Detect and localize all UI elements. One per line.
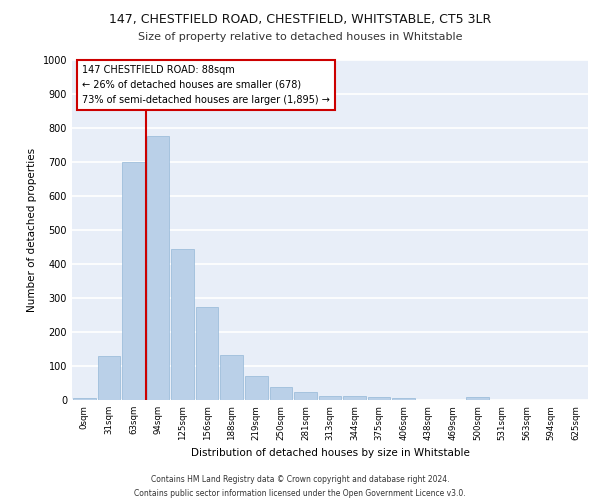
Bar bbox=[220, 355, 243, 400]
Bar bbox=[294, 392, 317, 400]
Bar bbox=[343, 396, 366, 400]
Bar bbox=[122, 162, 145, 400]
Bar bbox=[466, 398, 489, 400]
Bar bbox=[392, 398, 415, 400]
Bar bbox=[196, 306, 218, 400]
Bar bbox=[73, 398, 95, 400]
Text: Contains HM Land Registry data © Crown copyright and database right 2024.
Contai: Contains HM Land Registry data © Crown c… bbox=[134, 476, 466, 498]
Bar bbox=[319, 396, 341, 400]
X-axis label: Distribution of detached houses by size in Whitstable: Distribution of detached houses by size … bbox=[191, 448, 469, 458]
Bar bbox=[171, 248, 194, 400]
Bar bbox=[98, 356, 120, 400]
Text: 147, CHESTFIELD ROAD, CHESTFIELD, WHITSTABLE, CT5 3LR: 147, CHESTFIELD ROAD, CHESTFIELD, WHITST… bbox=[109, 12, 491, 26]
Bar bbox=[269, 388, 292, 400]
Bar bbox=[368, 396, 391, 400]
Text: 147 CHESTFIELD ROAD: 88sqm
← 26% of detached houses are smaller (678)
73% of sem: 147 CHESTFIELD ROAD: 88sqm ← 26% of deta… bbox=[82, 65, 330, 104]
Bar bbox=[146, 136, 169, 400]
Y-axis label: Number of detached properties: Number of detached properties bbox=[27, 148, 37, 312]
Bar bbox=[245, 376, 268, 400]
Text: Size of property relative to detached houses in Whitstable: Size of property relative to detached ho… bbox=[138, 32, 462, 42]
